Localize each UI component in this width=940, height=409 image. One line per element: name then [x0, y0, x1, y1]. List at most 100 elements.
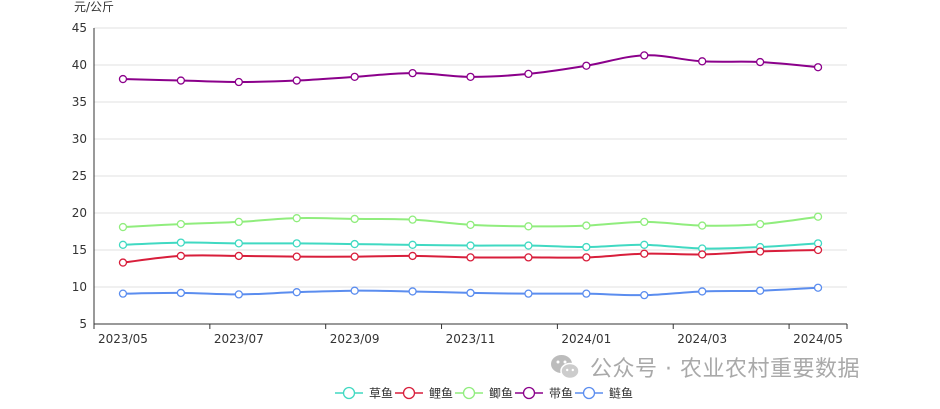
- data-point[interactable]: [582, 61, 591, 70]
- data-point[interactable]: [408, 215, 417, 224]
- data-point[interactable]: [755, 247, 765, 256]
- data-point[interactable]: [813, 63, 823, 72]
- legend-label: 鲤鱼: [429, 387, 453, 401]
- data-point[interactable]: [698, 287, 707, 296]
- data-point[interactable]: [176, 219, 186, 229]
- data-point[interactable]: [234, 77, 243, 87]
- grid-lines: [94, 27, 847, 288]
- wechat-icon: [551, 355, 580, 380]
- legend-label: 鲫鱼: [489, 387, 513, 401]
- data-point[interactable]: [466, 241, 475, 250]
- data-point[interactable]: [350, 252, 359, 261]
- data-point[interactable]: [176, 76, 186, 85]
- data-point[interactable]: [118, 289, 128, 298]
- legend-swatch-marker: [582, 386, 596, 400]
- data-point[interactable]: [524, 222, 533, 231]
- legend-item[interactable]: 带鱼: [515, 387, 573, 401]
- legend[interactable]: 草鱼 鲤鱼 鲫鱼 带鱼 鲢鱼: [335, 386, 633, 401]
- legend-swatch-marker: [402, 386, 416, 400]
- data-point[interactable]: [292, 288, 301, 297]
- y-tick-label: 40: [72, 58, 87, 72]
- data-point[interactable]: [582, 221, 591, 230]
- data-point[interactable]: [466, 220, 475, 229]
- data-point[interactable]: [466, 253, 475, 262]
- data-point[interactable]: [350, 286, 359, 295]
- y-tick-label: 35: [72, 95, 87, 109]
- series-带鱼: [118, 51, 823, 87]
- data-point[interactable]: [698, 221, 707, 230]
- data-point[interactable]: [640, 249, 649, 258]
- x-tick-label: 2024/03: [677, 332, 727, 346]
- y-tick-label: 5: [79, 317, 87, 331]
- legend-swatch-marker: [522, 386, 536, 400]
- data-point[interactable]: [640, 240, 649, 249]
- data-point[interactable]: [698, 250, 707, 259]
- data-point[interactable]: [234, 239, 243, 248]
- data-point[interactable]: [292, 76, 301, 85]
- y-tick-label: 45: [72, 21, 87, 35]
- y-tick-label: 25: [72, 169, 87, 183]
- data-point[interactable]: [292, 239, 301, 248]
- data-point[interactable]: [118, 258, 128, 267]
- data-point[interactable]: [234, 251, 243, 261]
- data-point[interactable]: [813, 239, 823, 248]
- data-point[interactable]: [176, 238, 186, 247]
- data-point[interactable]: [234, 217, 243, 227]
- data-point[interactable]: [755, 219, 765, 229]
- x-tick-label: 2023/05: [98, 332, 148, 346]
- y-tick-label: 20: [72, 206, 87, 220]
- data-point[interactable]: [466, 72, 475, 81]
- data-point[interactable]: [640, 290, 649, 300]
- data-point[interactable]: [582, 242, 591, 252]
- data-point[interactable]: [640, 217, 649, 227]
- legend-label: 鲢鱼: [609, 386, 633, 401]
- x-tick-label: 2024/01: [561, 332, 611, 346]
- data-point[interactable]: [813, 212, 823, 221]
- data-point[interactable]: [582, 289, 591, 298]
- legend-label: 草鱼: [369, 387, 393, 401]
- data-point[interactable]: [813, 245, 823, 255]
- data-point[interactable]: [292, 214, 301, 223]
- legend-label: 带鱼: [549, 387, 573, 401]
- legend-item[interactable]: 鲫鱼: [455, 387, 513, 401]
- data-point[interactable]: [118, 74, 128, 84]
- data-point[interactable]: [524, 253, 533, 262]
- data-point[interactable]: [524, 241, 533, 250]
- data-point[interactable]: [118, 240, 128, 249]
- legend-swatch-marker: [342, 386, 356, 400]
- data-point[interactable]: [234, 290, 243, 299]
- data-point[interactable]: [466, 288, 475, 298]
- data-point[interactable]: [350, 72, 359, 81]
- series-鲤鱼: [118, 245, 823, 267]
- data-point[interactable]: [408, 240, 417, 249]
- series-lines: [118, 51, 823, 300]
- x-tick-label: 2023/07: [214, 332, 264, 346]
- legend-item[interactable]: 鲢鱼: [575, 386, 633, 401]
- data-point[interactable]: [350, 239, 359, 249]
- series-草鱼: [118, 238, 823, 253]
- data-point[interactable]: [755, 57, 765, 67]
- data-point[interactable]: [350, 214, 359, 224]
- data-point[interactable]: [524, 289, 533, 298]
- data-point[interactable]: [813, 283, 823, 292]
- legend-item[interactable]: 鲤鱼: [395, 387, 453, 401]
- data-point[interactable]: [698, 57, 707, 66]
- y-axis-label: 元/公斤: [74, 0, 114, 14]
- legend-item[interactable]: 草鱼: [335, 387, 393, 401]
- axes: 5 10 15 20 25 30 35 40 45 2023/05 2023/07 2023/09 20…: [72, 21, 848, 346]
- data-point[interactable]: [640, 51, 649, 60]
- x-tick-label: 2024/05: [793, 332, 843, 346]
- data-point[interactable]: [408, 251, 417, 261]
- data-point[interactable]: [292, 252, 301, 261]
- data-point[interactable]: [755, 286, 765, 295]
- data-point[interactable]: [118, 222, 128, 232]
- watermark: 公众号 · 农业农村重要数据: [548, 350, 860, 384]
- data-point[interactable]: [176, 251, 186, 261]
- data-point[interactable]: [582, 253, 591, 262]
- data-point[interactable]: [176, 288, 186, 298]
- data-point[interactable]: [408, 287, 417, 296]
- data-point[interactable]: [408, 68, 417, 78]
- data-point[interactable]: [524, 69, 533, 79]
